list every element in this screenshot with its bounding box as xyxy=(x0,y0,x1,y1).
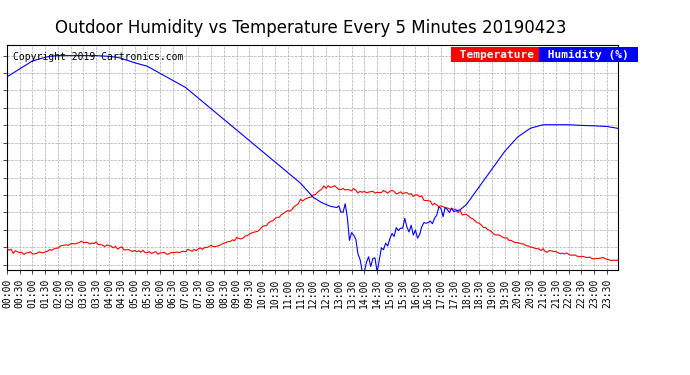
Text: Copyright 2019 Cartronics.com: Copyright 2019 Cartronics.com xyxy=(13,52,184,62)
Text: Temperature (°F): Temperature (°F) xyxy=(453,50,574,60)
Text: Outdoor Humidity vs Temperature Every 5 Minutes 20190423: Outdoor Humidity vs Temperature Every 5 … xyxy=(55,19,566,37)
Text: Humidity (%): Humidity (%) xyxy=(541,50,635,60)
